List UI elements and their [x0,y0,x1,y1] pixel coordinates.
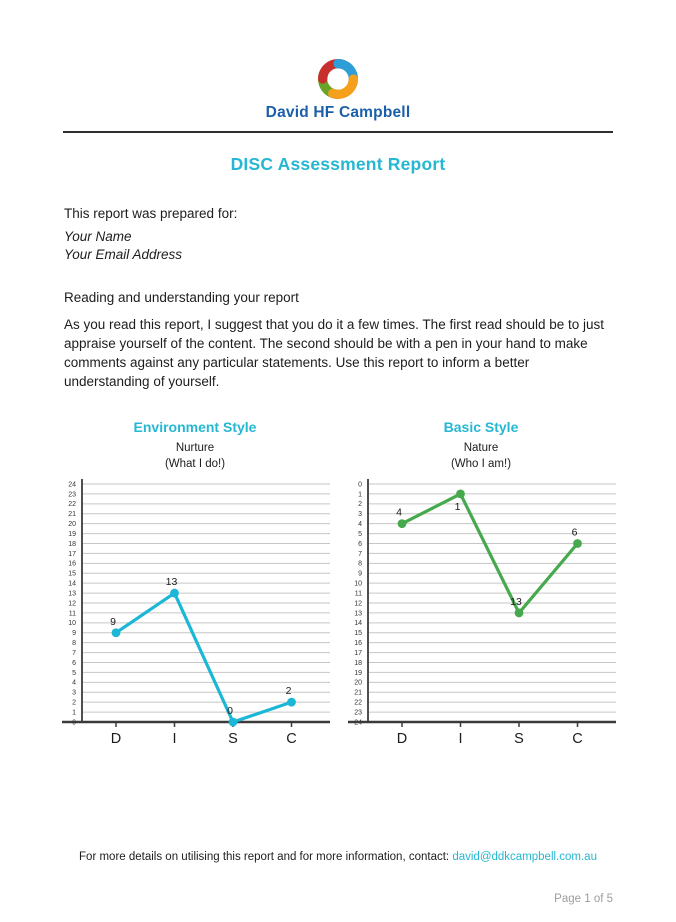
header-divider [63,131,613,133]
svg-text:23: 23 [354,709,362,716]
rosette-knot-icon [318,59,358,99]
svg-text:17: 17 [354,650,362,657]
reading-section: Reading and understanding your report As… [64,290,612,391]
svg-text:1: 1 [358,491,362,498]
svg-text:S: S [514,731,524,747]
svg-text:1: 1 [455,501,461,513]
svg-text:4: 4 [396,507,402,519]
svg-text:1: 1 [72,709,76,716]
svg-text:10: 10 [354,581,362,588]
reading-heading: Reading and understanding your report [64,290,299,305]
svg-text:14: 14 [354,620,362,627]
brand-name: David HF Campbell [265,104,411,121]
recipient-email: Your Email Address [64,246,183,262]
svg-text:8: 8 [358,561,362,568]
svg-text:11: 11 [355,590,362,597]
svg-text:0: 0 [227,705,233,717]
contact-email-link[interactable]: david@ddkcampbell.com.au [452,851,597,863]
svg-text:21: 21 [68,511,76,518]
svg-text:18: 18 [68,541,76,548]
svg-text:17: 17 [68,551,76,558]
svg-text:2: 2 [358,501,362,508]
svg-text:S: S [228,731,238,747]
svg-text:6: 6 [72,660,76,667]
svg-text:C: C [572,731,582,747]
svg-text:8: 8 [72,640,76,647]
svg-text:9: 9 [110,616,116,628]
svg-text:5: 5 [358,531,362,538]
contact-line: For more details on utilising this repor… [0,851,676,863]
recipient-name: Your Name [64,229,132,244]
svg-text:12: 12 [354,600,362,607]
svg-text:9: 9 [72,630,76,637]
svg-text:13: 13 [68,590,76,597]
basic-style-subtitle2: (Who I am!) [450,458,512,470]
svg-text:22: 22 [354,700,362,707]
svg-text:18: 18 [354,660,362,667]
svg-text:6: 6 [572,527,578,539]
svg-text:D: D [397,731,407,747]
basic-style-title: Basic Style [443,419,519,435]
environment-style-chart-block: Environment Style Nurture (What I do!) 0… [60,419,330,748]
svg-text:21: 21 [354,690,362,697]
svg-text:D: D [111,731,121,747]
page-title: DISC Assessment Report [230,154,446,174]
svg-text:C: C [286,731,296,747]
svg-text:13: 13 [510,596,522,608]
svg-text:13: 13 [354,610,362,617]
brand-header: David HF Campbell [0,0,676,122]
svg-text:2: 2 [72,700,76,707]
svg-text:3: 3 [72,690,76,697]
environment-style-line-chart: 0123456789101112131415161718192021222324… [62,479,330,747]
svg-text:I: I [458,731,462,747]
svg-text:20: 20 [354,680,362,687]
svg-text:6: 6 [358,541,362,548]
svg-text:20: 20 [68,521,76,528]
svg-text:4: 4 [358,521,362,528]
reading-body: As you read this report, I suggest that … [64,317,605,389]
prepared-for-label: This report was prepared for: [64,206,238,221]
environment-style-title: Environment Style [133,419,257,435]
svg-text:19: 19 [354,670,362,677]
basic-style-line-chart: 0123456789101112131415161718192021222324… [348,479,616,747]
svg-text:15: 15 [354,630,362,637]
svg-text:7: 7 [358,551,362,558]
svg-text:7: 7 [72,650,76,657]
basic-style-subtitle: Nature [463,442,499,454]
environment-style-subtitle2: (What I do!) [164,458,226,470]
svg-text:13: 13 [166,576,178,588]
charts-row: Environment Style Nurture (What I do!) 0… [0,419,676,748]
contact-text: For more details on utilising this repor… [79,851,450,863]
svg-text:12: 12 [68,600,76,607]
svg-text:0: 0 [358,481,362,488]
svg-text:4: 4 [72,680,76,687]
prepared-for-identity: Your Name Your Email Address [64,228,612,263]
svg-text:2: 2 [286,685,292,697]
svg-text:22: 22 [68,501,76,508]
svg-text:5: 5 [72,670,76,677]
svg-text:23: 23 [68,491,76,498]
environment-style-subtitle: Nurture [175,442,215,454]
prepared-for-section: This report was prepared for: Your Name … [64,205,612,263]
svg-text:14: 14 [68,581,76,588]
svg-text:I: I [172,731,176,747]
svg-text:11: 11 [69,610,76,617]
svg-text:16: 16 [354,640,362,647]
svg-text:15: 15 [68,571,76,578]
svg-text:10: 10 [68,620,76,627]
svg-text:3: 3 [358,511,362,518]
svg-text:16: 16 [68,561,76,568]
svg-text:19: 19 [68,531,76,538]
svg-text:9: 9 [358,571,362,578]
svg-text:24: 24 [68,481,76,488]
page-number: Page 1 of 5 [554,893,613,905]
